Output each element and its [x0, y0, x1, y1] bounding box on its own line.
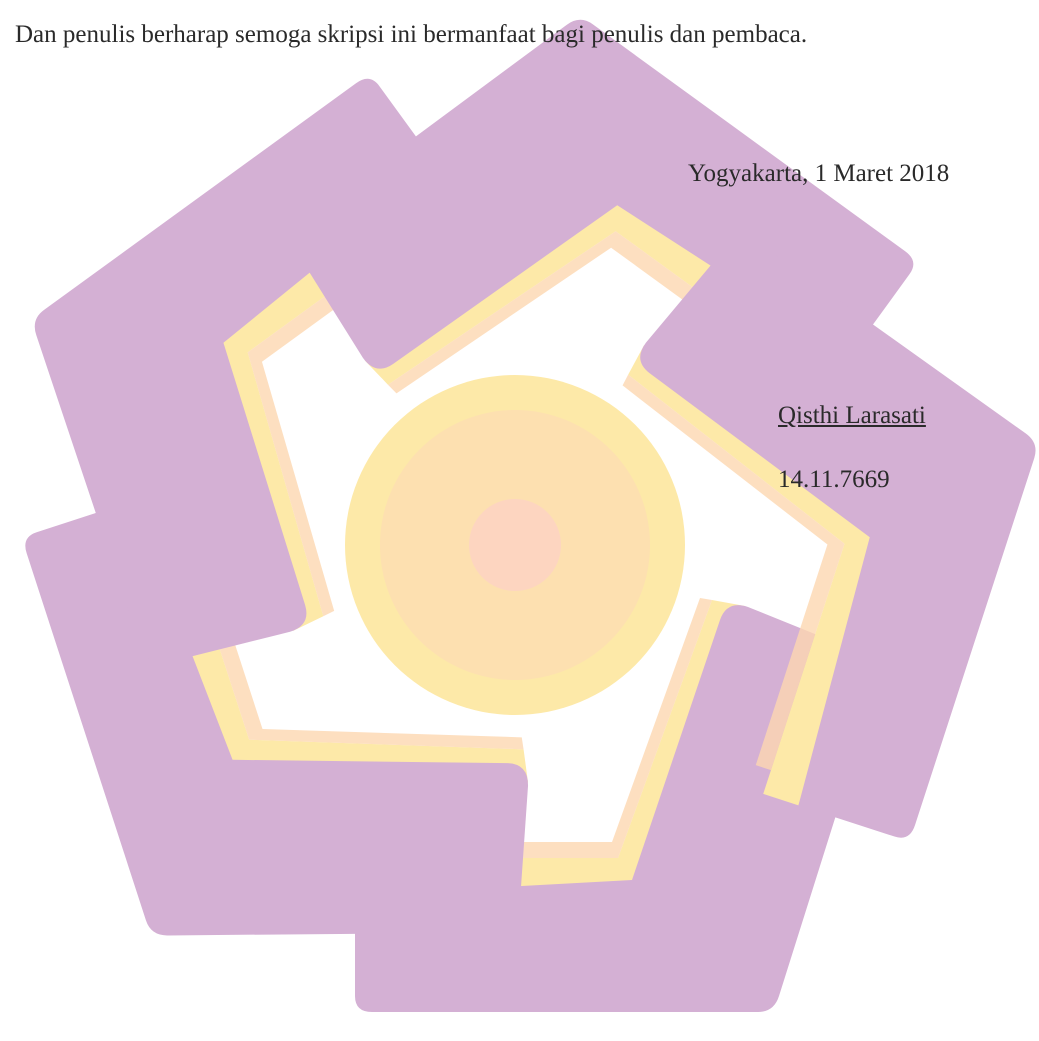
paragraph: Dan penulis berharap semoga skripsi ini … [15, 22, 807, 47]
document-page: Dan penulis berharap semoga skripsi ini … [0, 0, 1039, 1041]
place-date: Yogyakarta, 1 Maret 2018 [688, 161, 949, 186]
student-id: 14.11.7669 [778, 467, 890, 492]
watermark-logo [0, 0, 1039, 1041]
signer-name: Qisthi Larasati [778, 403, 926, 428]
